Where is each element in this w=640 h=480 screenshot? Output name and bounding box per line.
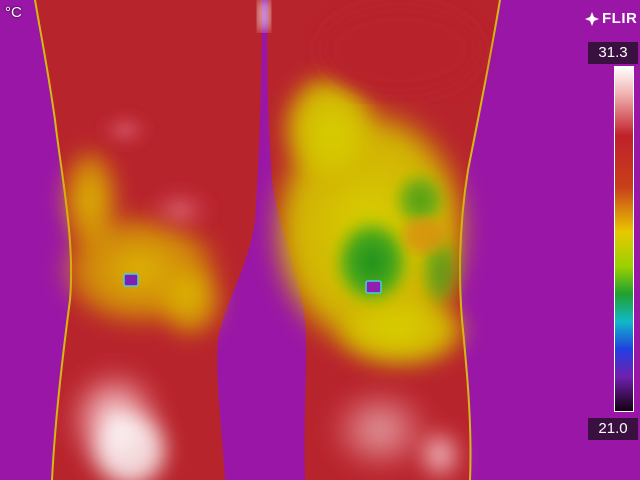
- shin-hot-zones: [60, 360, 465, 480]
- right-knee-orange-spot: [403, 217, 447, 253]
- right-thigh-hot: [320, 5, 480, 95]
- skin-marker-right: [365, 280, 382, 294]
- unit-label: °C: [5, 4, 22, 21]
- right-knee-green-zone: [330, 170, 462, 310]
- left-thigh-patches: [95, 110, 220, 238]
- scale-min-value: 21.0: [588, 418, 638, 440]
- flir-logo: FLIR: [585, 10, 637, 27]
- flir-logo-text: FLIR: [602, 10, 638, 27]
- scale-max-value: 31.3: [588, 42, 638, 64]
- skin-marker-left: [123, 273, 139, 287]
- flir-logo-icon: [585, 11, 599, 26]
- left-knee-heat: [55, 145, 225, 340]
- thigh-gap-hot-edge: [258, 0, 270, 30]
- temperature-scale-bar: [614, 66, 634, 412]
